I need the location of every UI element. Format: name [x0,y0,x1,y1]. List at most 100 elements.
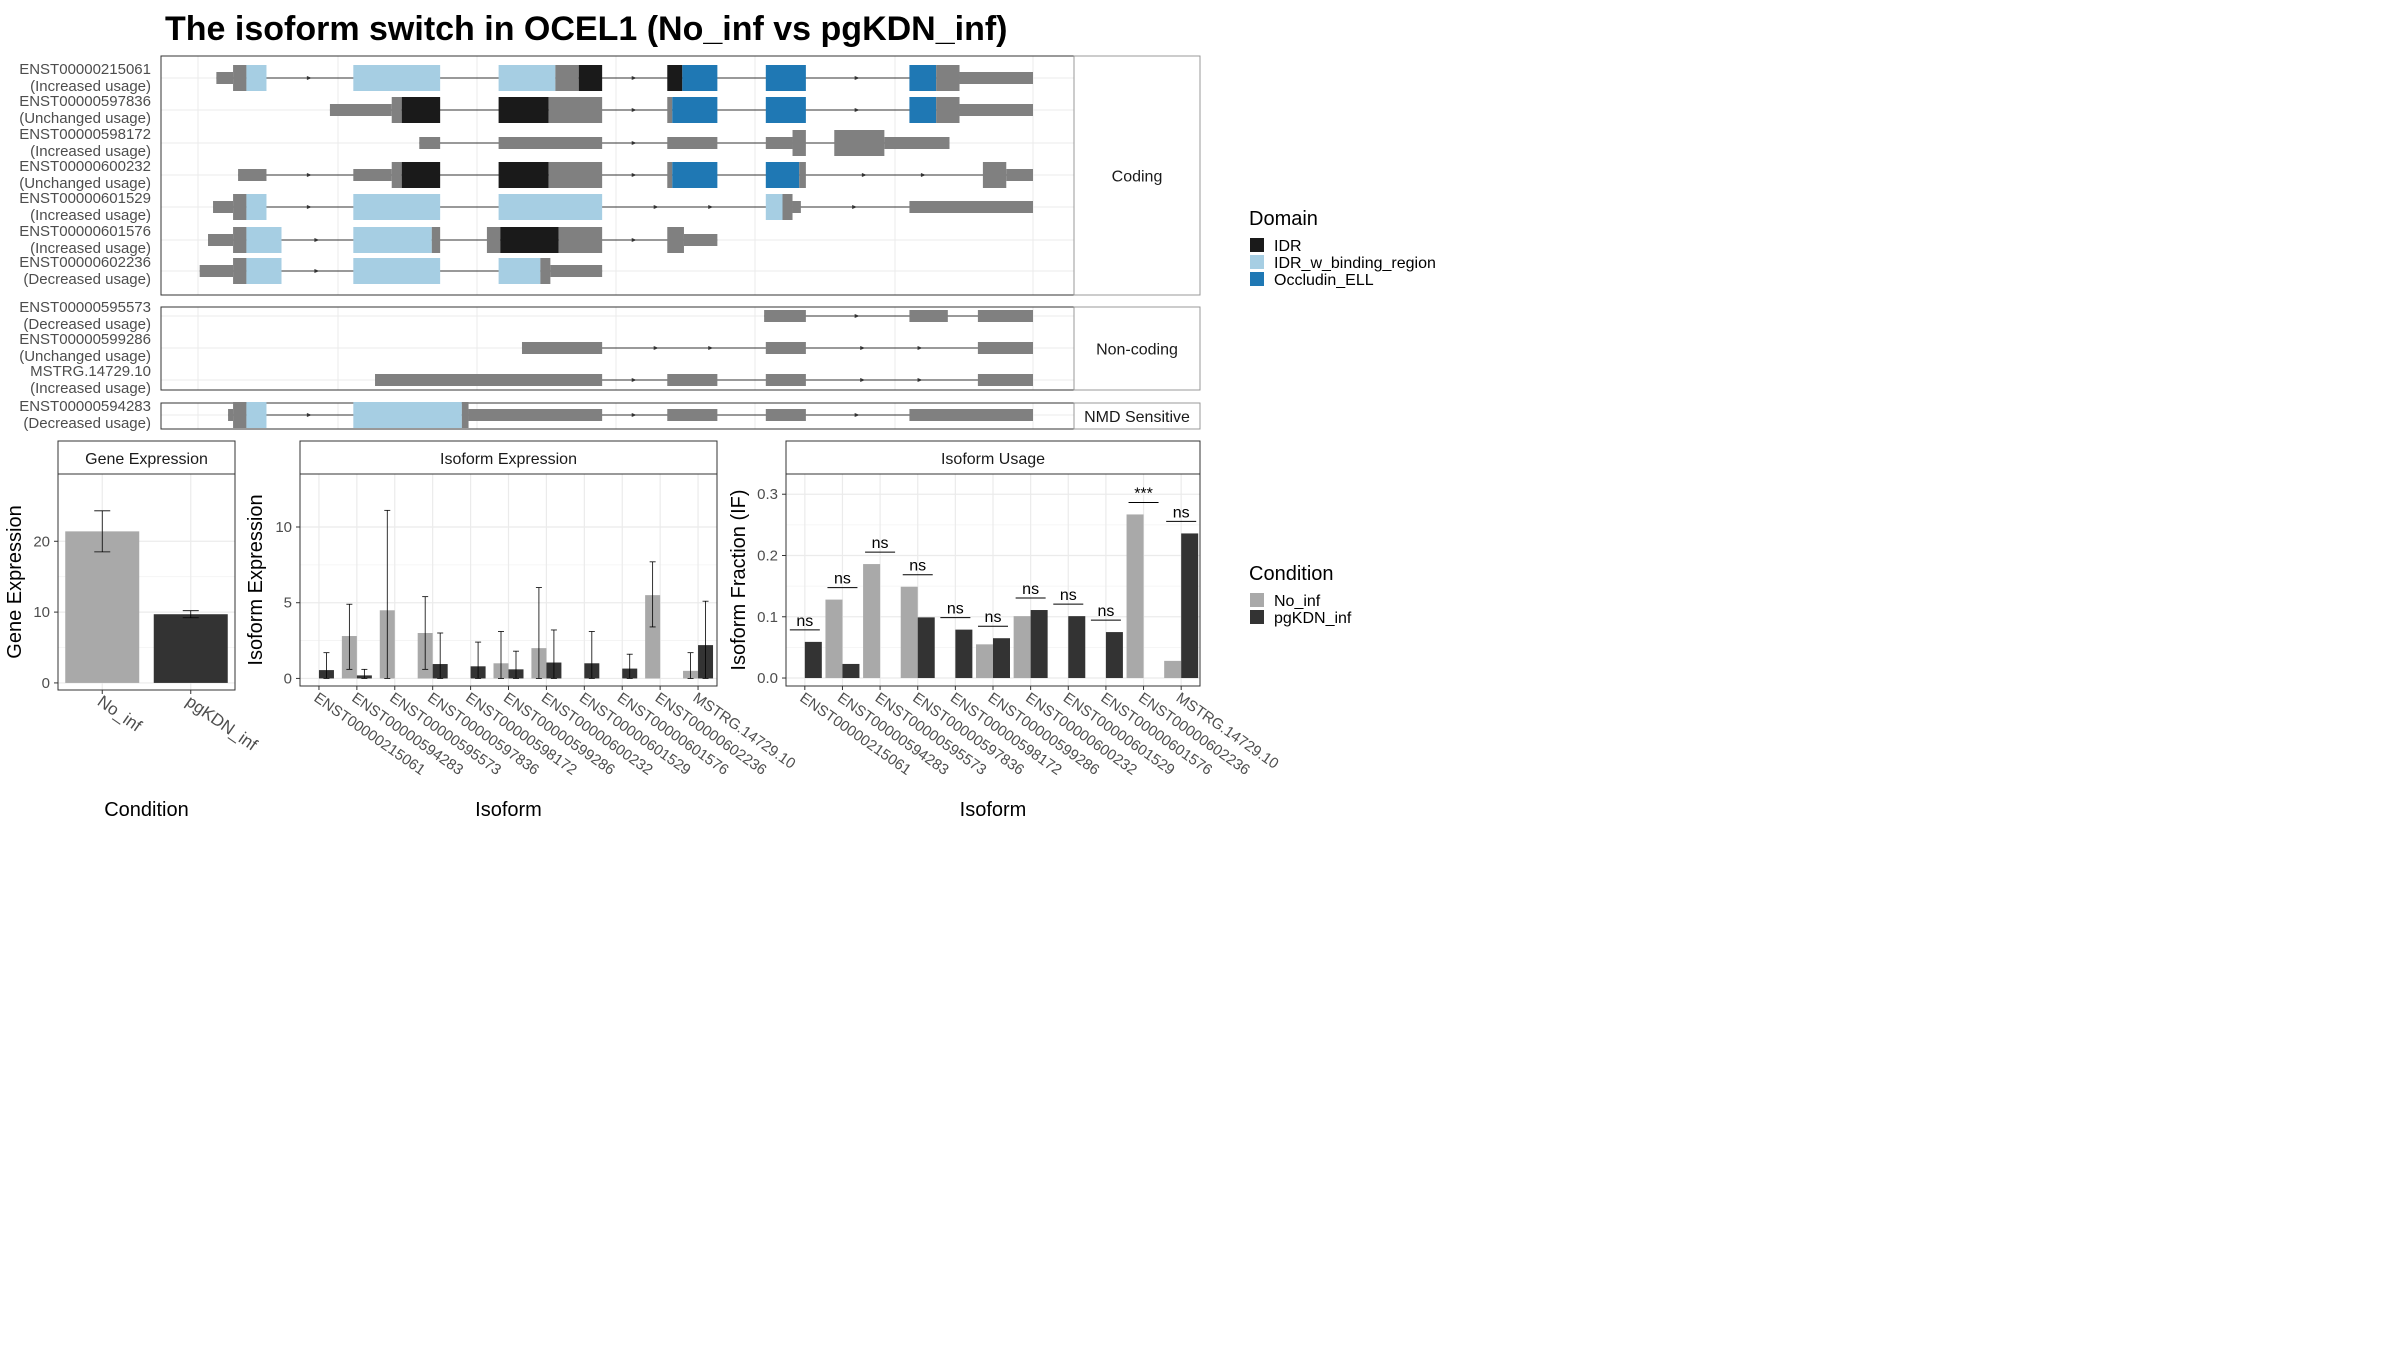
panel-strip [1073,306,1201,391]
domain-segment [246,65,267,91]
panel-title: Gene Expression [85,451,208,468]
domain-segment [401,162,441,188]
bar [1105,632,1123,679]
domain-legend-title: Domain [1249,208,1318,230]
isoform-label: ENST00000598172 [19,126,151,143]
utr-segment [909,201,1033,213]
domain-segment [765,162,800,188]
domain-segment [765,194,783,220]
utr-segment [353,169,392,181]
isoform-usage-label: (Increased usage) [30,207,151,224]
panel-title: Isoform Expression [440,451,577,468]
direction-arrow [854,76,860,80]
isoform-track: ENST00000600232(Unchanged usage) [19,158,1033,192]
domain-segment [765,65,806,91]
utr-segment [977,310,1033,322]
domain-segment [498,258,541,284]
significance-label: ns [796,613,813,630]
utr-segment [977,374,1033,386]
domain-segment [246,258,282,284]
isoform-usage-label: (Increased usage) [30,78,151,95]
utr-segment [909,409,1033,421]
bar [976,644,993,679]
isoform-label: ENST00000601576 [19,223,151,240]
exon-segment [982,162,1007,188]
legend-swatch [1250,238,1264,252]
y-axis-title: Gene Expression [4,505,26,658]
bar [1164,660,1182,679]
exon-segment [558,227,603,253]
y-tick-label: 0.3 [757,486,778,503]
direction-arrow [314,238,320,242]
panel-strip [1073,55,1201,296]
utr-segment [329,104,392,116]
x-axis-title: Isoform [960,799,1027,821]
domain-segment [765,97,806,123]
isoform-label: MSTRG.14729.10 [30,363,151,380]
x-tick-label: No_inf [94,692,145,736]
domain-segment [353,65,441,91]
y-axis-title: Isoform Expression [245,494,267,665]
bar [645,595,661,679]
domain-segment [498,194,603,220]
domain-segment [909,65,937,91]
exon-segment [792,130,806,156]
exon-segment [555,65,579,91]
direction-arrow [653,205,659,209]
bar [153,614,228,683]
utr-segment [498,137,603,149]
x-axis-title: Isoform [475,799,542,821]
utr-segment [419,137,441,149]
significance-label: ns [872,535,889,552]
direction-arrow [860,346,866,350]
direction-arrow [306,173,312,177]
isoform-track: ENST00000602236(Decreased usage) [19,254,603,288]
y-tick-label: 0 [42,675,50,692]
legend-swatch [1250,255,1264,269]
y-tick-label: 0 [284,670,292,687]
domain-segment [246,227,282,253]
direction-arrow [917,378,923,382]
direction-arrow [708,205,714,209]
significance-label: ns [947,601,964,618]
utr-segment [216,72,234,84]
utr-segment [959,104,1033,116]
utr-segment [208,234,234,246]
isoform-label: ENST00000595573 [19,299,151,316]
domain-segment [672,162,718,188]
domain-segment [246,194,267,220]
utr-segment [667,409,718,421]
utr-segment [1006,169,1033,181]
isoform-usage-label: (Decreased usage) [23,271,151,288]
direction-arrow [861,173,867,177]
legend-label: Occludin_ELL [1274,272,1374,289]
domain-segment [672,97,718,123]
panel-strip-label: Non-coding [1096,342,1178,359]
isoform-label: ENST00000597836 [19,93,151,110]
panel-strip [785,440,1201,475]
x-axis-title: Condition [104,799,189,821]
exon-segment [431,227,441,253]
isoform-usage-panel: ns ns ns ns ns ns ns ns ns *** ns Isoform Usage 0.0 0… [728,440,1282,821]
bar [1181,533,1199,679]
isoform-track: ENST00000599286(Unchanged usage) [19,331,1033,365]
significance-label: *** [1134,485,1153,502]
exon-segment [233,227,247,253]
direction-arrow [631,413,637,417]
direction-arrow [917,346,923,350]
x-tick-label: pgKDN_inf [182,692,260,755]
direction-arrow [306,76,312,80]
utr-segment [238,169,267,181]
direction-arrow [631,238,637,242]
exon-segment [799,162,806,188]
exon-segment [233,194,247,220]
isoform-track: ENST00000594283(Decreased usage) [19,398,1033,432]
direction-arrow [306,205,312,209]
direction-arrow [653,346,659,350]
structure-panel-non-coding: Non-coding ENST00000595573(Decreased usag… [19,299,1201,397]
domain-segment [498,97,549,123]
condition-legend-title: Condition [1249,563,1334,585]
utr-segment [909,310,948,322]
domain-segment [682,65,718,91]
